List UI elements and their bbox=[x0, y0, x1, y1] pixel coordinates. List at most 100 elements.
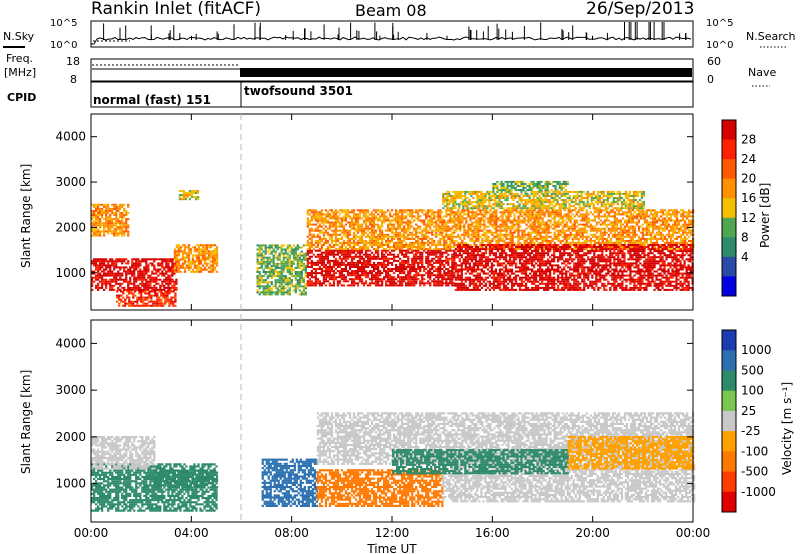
heatmap-cell bbox=[175, 280, 178, 283]
heatmap-cell bbox=[533, 217, 536, 220]
heatmap-cell bbox=[537, 221, 540, 224]
heatmap-cell bbox=[421, 253, 424, 256]
heatmap-cell bbox=[280, 252, 283, 255]
heatmap-cell bbox=[137, 260, 140, 263]
heatmap-cell bbox=[330, 215, 334, 218]
heatmap-cell bbox=[489, 221, 492, 224]
heatmap-cell bbox=[374, 282, 378, 285]
heatmap-cell bbox=[177, 246, 181, 249]
heatmap-cell bbox=[385, 215, 388, 218]
heatmap-cell bbox=[377, 217, 380, 220]
heatmap-cell bbox=[193, 266, 197, 269]
heatmap-cell bbox=[411, 276, 414, 279]
heatmap-cell bbox=[211, 254, 215, 257]
heatmap-cell bbox=[393, 249, 396, 252]
heatmap-cell bbox=[401, 229, 404, 232]
heatmap-cell bbox=[270, 258, 273, 261]
heatmap-cell bbox=[262, 287, 265, 290]
heatmap-cell bbox=[539, 223, 542, 226]
heatmap-cell bbox=[389, 221, 392, 224]
heatmap-cell bbox=[276, 291, 279, 294]
heatmap-cell bbox=[447, 237, 450, 240]
heatmap-cell bbox=[127, 205, 130, 208]
heatmap-cell bbox=[439, 237, 442, 240]
heatmap-cell bbox=[274, 246, 277, 249]
heatmap-cell bbox=[441, 263, 444, 266]
heatmap-cell bbox=[122, 296, 125, 299]
heatmap-cell bbox=[179, 270, 183, 273]
heatmap-cell bbox=[473, 231, 476, 234]
heatmap-cell bbox=[497, 229, 500, 232]
heatmap-cell bbox=[282, 268, 285, 271]
heatmap-cell bbox=[599, 219, 602, 222]
heatmap-cell bbox=[393, 282, 396, 285]
heatmap-cell bbox=[290, 285, 293, 288]
heatmap-cell bbox=[457, 248, 460, 251]
heatmap-cell bbox=[571, 217, 574, 220]
heatmap-cell bbox=[133, 262, 136, 265]
heatmap-cell bbox=[617, 211, 620, 214]
heatmap-cell bbox=[119, 284, 122, 287]
heatmap-cell bbox=[581, 237, 584, 240]
heatmap-cell bbox=[519, 244, 522, 246]
heatmap-cell bbox=[370, 235, 374, 238]
heatmap-cell bbox=[603, 215, 606, 218]
heatmap-cell bbox=[344, 270, 348, 273]
heatmap-cell bbox=[274, 279, 277, 282]
heatmap-cell bbox=[306, 219, 309, 222]
heatmap-cell bbox=[192, 192, 196, 194]
heatmap-cell bbox=[111, 272, 114, 275]
heatmap-cell bbox=[158, 290, 161, 293]
heatmap-cell bbox=[308, 274, 311, 277]
heatmap-cell bbox=[111, 264, 114, 267]
heatmap-cell bbox=[324, 219, 328, 222]
heatmap-cell bbox=[316, 259, 320, 262]
heatmap-cell bbox=[153, 286, 156, 289]
heatmap-cell bbox=[127, 268, 130, 271]
heatmap-cell bbox=[409, 246, 412, 248]
heatmap-cell bbox=[99, 266, 102, 269]
heatmap-cell bbox=[445, 233, 448, 236]
heatmap-cell bbox=[437, 223, 440, 226]
heatmap-cell bbox=[453, 282, 456, 285]
heatmap-cell bbox=[101, 207, 104, 210]
heatmap-cell bbox=[443, 223, 446, 226]
heatmap-cell bbox=[137, 288, 140, 291]
heatmap-cell bbox=[185, 256, 189, 259]
heatmap-cell bbox=[427, 272, 430, 275]
heatmap-cell bbox=[393, 213, 396, 216]
heatmap-cell bbox=[324, 272, 328, 275]
heatmap-cell bbox=[529, 209, 532, 212]
heatmap-cell bbox=[417, 217, 420, 220]
heatmap-cell bbox=[543, 235, 546, 238]
heatmap-cell bbox=[288, 244, 291, 247]
heatmap-cell bbox=[543, 237, 546, 240]
heatmap-cell bbox=[342, 229, 346, 232]
heatmap-cell bbox=[547, 211, 550, 214]
heatmap-cell bbox=[101, 230, 104, 233]
heatmap-cell bbox=[131, 286, 134, 289]
heatmap-cell bbox=[493, 213, 496, 216]
heatmap-cell bbox=[168, 302, 171, 305]
heatmap-cell bbox=[330, 225, 334, 228]
heatmap-cell bbox=[561, 217, 564, 220]
heatmap-cell bbox=[352, 278, 356, 281]
heatmap-cell bbox=[533, 215, 536, 218]
heatmap-cell bbox=[334, 235, 338, 238]
heatmap-cell bbox=[545, 211, 548, 214]
heatmap-cell bbox=[298, 281, 301, 284]
heatmap-cell bbox=[431, 237, 434, 240]
heatmap-cell bbox=[182, 190, 186, 192]
heatmap-cell bbox=[439, 266, 442, 268]
heatmap-cell bbox=[137, 258, 140, 261]
heatmap-cell bbox=[372, 263, 376, 266]
heatmap-cell bbox=[316, 246, 320, 248]
heatmap-cell bbox=[477, 223, 480, 226]
heatmap-cell bbox=[166, 292, 169, 295]
heatmap-cell bbox=[561, 235, 564, 238]
heatmap-cell bbox=[364, 270, 368, 273]
heatmap-cell bbox=[109, 218, 112, 221]
heatmap-cell bbox=[619, 244, 623, 246]
heatmap-cell bbox=[395, 235, 398, 238]
